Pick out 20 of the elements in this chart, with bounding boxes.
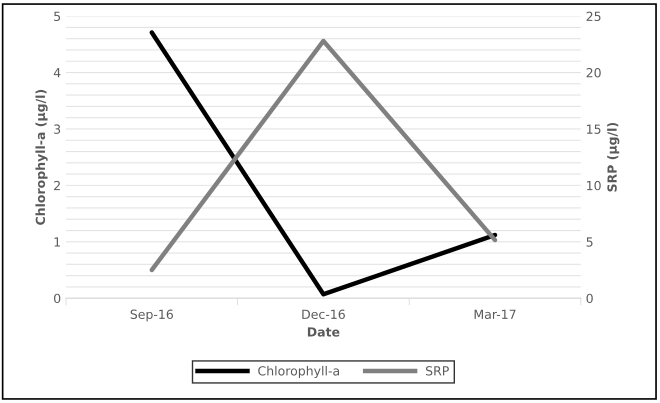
y-tick-label: 4 xyxy=(54,68,60,78)
y-tick-label: 3 xyxy=(54,124,60,134)
y-tick-label: 0 xyxy=(54,294,60,304)
x-tick-label: Dec-16 xyxy=(302,310,345,320)
y-tick-label: 5 xyxy=(54,12,60,22)
y-tick-label: 2 xyxy=(54,180,60,190)
legend-label: SRP xyxy=(426,366,449,376)
y2-tick-label: 5 xyxy=(586,237,593,247)
y2-axis-title: SRP (µg/l) xyxy=(607,122,620,192)
x-tick-label: Sep-16 xyxy=(130,310,173,322)
y2-tick-label: 0 xyxy=(586,294,593,304)
x-axis-title: Date xyxy=(308,327,340,337)
y-axis-title: Chlorophyll-a (µg/l) xyxy=(35,90,48,225)
y-tick-label: 1 xyxy=(54,237,60,247)
y2-tick-label: 10 xyxy=(587,180,601,190)
y2-tick-label: 25 xyxy=(586,12,600,22)
legend-label: Chlorophyll-a xyxy=(258,366,340,378)
x-tick-label: Mar-17 xyxy=(474,310,516,320)
y2-tick-label: 15 xyxy=(587,124,600,134)
y2-tick-label: 20 xyxy=(586,68,601,78)
